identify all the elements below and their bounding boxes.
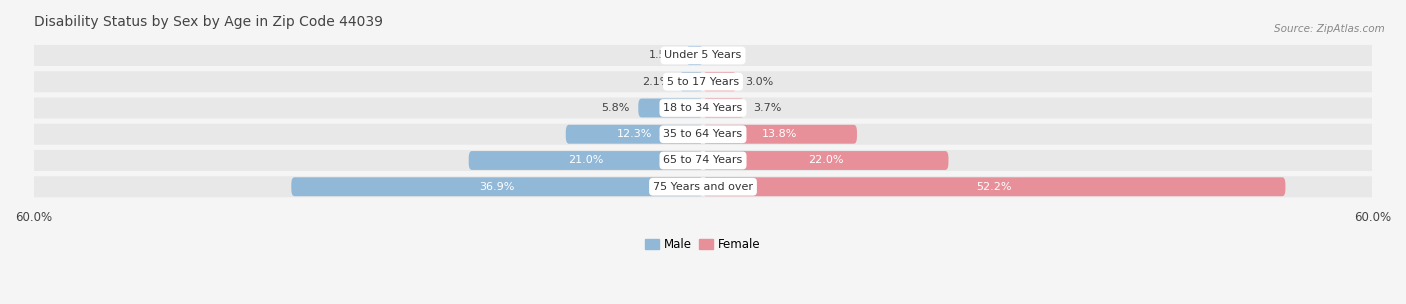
Text: 22.0%: 22.0% bbox=[808, 156, 844, 165]
Text: 3.7%: 3.7% bbox=[754, 103, 782, 113]
FancyBboxPatch shape bbox=[703, 125, 858, 144]
FancyBboxPatch shape bbox=[703, 72, 737, 91]
Text: 0.0%: 0.0% bbox=[711, 50, 740, 60]
FancyBboxPatch shape bbox=[638, 98, 703, 117]
Text: 35 to 64 Years: 35 to 64 Years bbox=[664, 129, 742, 139]
Text: 52.2%: 52.2% bbox=[976, 182, 1012, 192]
Text: 21.0%: 21.0% bbox=[568, 156, 603, 165]
FancyBboxPatch shape bbox=[27, 71, 1379, 92]
FancyBboxPatch shape bbox=[703, 151, 949, 170]
FancyBboxPatch shape bbox=[27, 176, 1379, 197]
Text: 75 Years and over: 75 Years and over bbox=[652, 182, 754, 192]
Text: 5 to 17 Years: 5 to 17 Years bbox=[666, 77, 740, 87]
Text: 65 to 74 Years: 65 to 74 Years bbox=[664, 156, 742, 165]
FancyBboxPatch shape bbox=[703, 98, 744, 117]
Text: 1.5%: 1.5% bbox=[650, 50, 678, 60]
FancyBboxPatch shape bbox=[565, 125, 703, 144]
FancyBboxPatch shape bbox=[27, 45, 1379, 66]
Text: 5.8%: 5.8% bbox=[600, 103, 630, 113]
Text: 18 to 34 Years: 18 to 34 Years bbox=[664, 103, 742, 113]
Text: Source: ZipAtlas.com: Source: ZipAtlas.com bbox=[1274, 24, 1385, 34]
FancyBboxPatch shape bbox=[27, 98, 1379, 119]
Text: 13.8%: 13.8% bbox=[762, 129, 797, 139]
Text: Under 5 Years: Under 5 Years bbox=[665, 50, 741, 60]
FancyBboxPatch shape bbox=[686, 46, 703, 65]
Legend: Male, Female: Male, Female bbox=[645, 238, 761, 251]
Text: 12.3%: 12.3% bbox=[617, 129, 652, 139]
Text: 3.0%: 3.0% bbox=[745, 77, 773, 87]
FancyBboxPatch shape bbox=[291, 177, 703, 196]
FancyBboxPatch shape bbox=[468, 151, 703, 170]
Text: 36.9%: 36.9% bbox=[479, 182, 515, 192]
Text: Disability Status by Sex by Age in Zip Code 44039: Disability Status by Sex by Age in Zip C… bbox=[34, 15, 382, 29]
FancyBboxPatch shape bbox=[27, 124, 1379, 145]
FancyBboxPatch shape bbox=[703, 177, 1285, 196]
FancyBboxPatch shape bbox=[27, 150, 1379, 171]
FancyBboxPatch shape bbox=[679, 72, 703, 91]
Text: 2.1%: 2.1% bbox=[643, 77, 671, 87]
